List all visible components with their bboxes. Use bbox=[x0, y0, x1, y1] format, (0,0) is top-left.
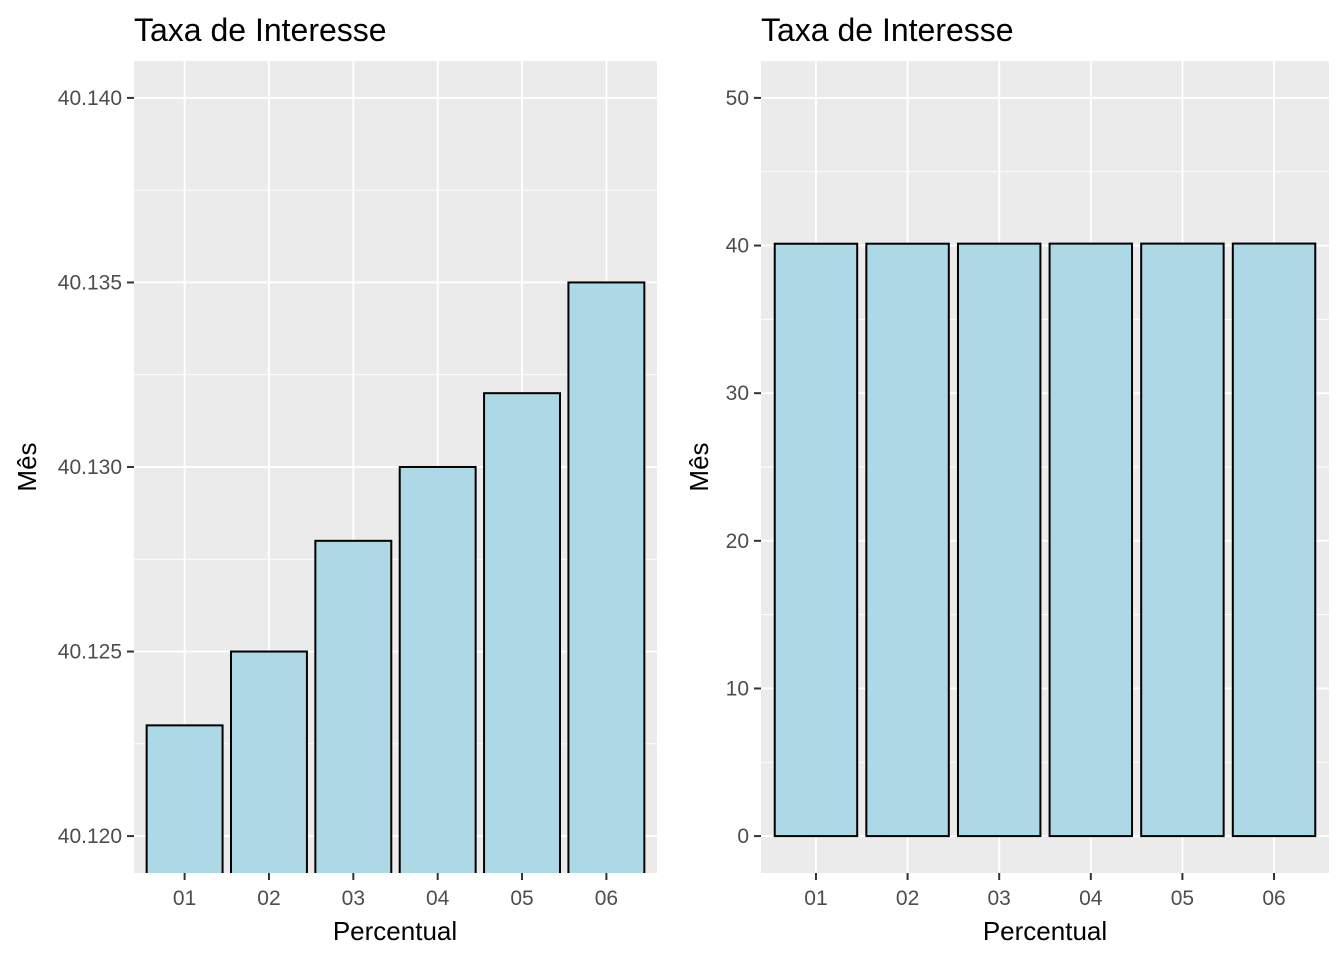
y-tick-label: 40.140 bbox=[58, 87, 122, 110]
y-tick-label: 30 bbox=[726, 382, 749, 405]
x-tick-label: 03 bbox=[988, 887, 1011, 910]
y-tick-label: 40.120 bbox=[58, 825, 122, 848]
bar-04 bbox=[1048, 242, 1134, 838]
bar-05 bbox=[1140, 242, 1225, 838]
bar-02 bbox=[230, 650, 308, 895]
bar-03 bbox=[314, 539, 393, 894]
chart-title: Taxa de Interesse bbox=[761, 12, 1014, 48]
x-tick-label: 02 bbox=[896, 887, 919, 910]
x-tick-label: 01 bbox=[173, 887, 196, 910]
bar-06 bbox=[1231, 242, 1317, 838]
x-tick-label: 05 bbox=[1171, 887, 1194, 910]
y-tick-label: 40 bbox=[726, 235, 749, 258]
y-tick-label: 40.135 bbox=[58, 271, 122, 294]
bar-06 bbox=[567, 281, 646, 895]
x-tick-label: 03 bbox=[342, 887, 365, 910]
y-tick-label: 10 bbox=[726, 677, 749, 700]
x-axis-label: Percentual bbox=[333, 916, 457, 946]
bar-05 bbox=[483, 392, 561, 894]
x-tick-label: 06 bbox=[1262, 887, 1285, 910]
bar-04 bbox=[398, 466, 477, 894]
y-tick-label: 20 bbox=[726, 530, 749, 553]
chart-panel-2: 0 10 20 30 40 50 01 02 03 04 05 06 Taxa de Interesse… bbox=[684, 12, 1331, 946]
x-tick-label: 01 bbox=[804, 887, 827, 910]
y-tick-label: 40.130 bbox=[58, 456, 122, 479]
bar-01 bbox=[145, 724, 224, 895]
bar-01 bbox=[773, 242, 859, 838]
x-axis-label: Percentual bbox=[983, 916, 1107, 946]
x-tick-label: 02 bbox=[257, 887, 280, 910]
x-tick-label: 05 bbox=[510, 887, 533, 910]
chart-panel-1: 40.120 40.125 40.130 40.135 40.140 01 02 03 04 05… bbox=[12, 12, 659, 946]
y-tick-label: 0 bbox=[737, 825, 749, 848]
panel-bottom-mask bbox=[132, 873, 659, 913]
x-tick-label: 04 bbox=[426, 887, 450, 910]
y-axis-label: Mês bbox=[684, 442, 714, 491]
x-tick-label: 06 bbox=[595, 887, 618, 910]
bar-02 bbox=[865, 242, 950, 838]
y-axis-label: Mês bbox=[12, 442, 42, 491]
panel-bottom-mask bbox=[759, 873, 1331, 913]
bar-03 bbox=[956, 242, 1042, 838]
chart-title: Taxa de Interesse bbox=[134, 12, 387, 48]
x-tick-label: 04 bbox=[1079, 887, 1103, 910]
y-tick-label: 40.125 bbox=[58, 641, 122, 664]
y-tick-label: 50 bbox=[726, 87, 749, 110]
